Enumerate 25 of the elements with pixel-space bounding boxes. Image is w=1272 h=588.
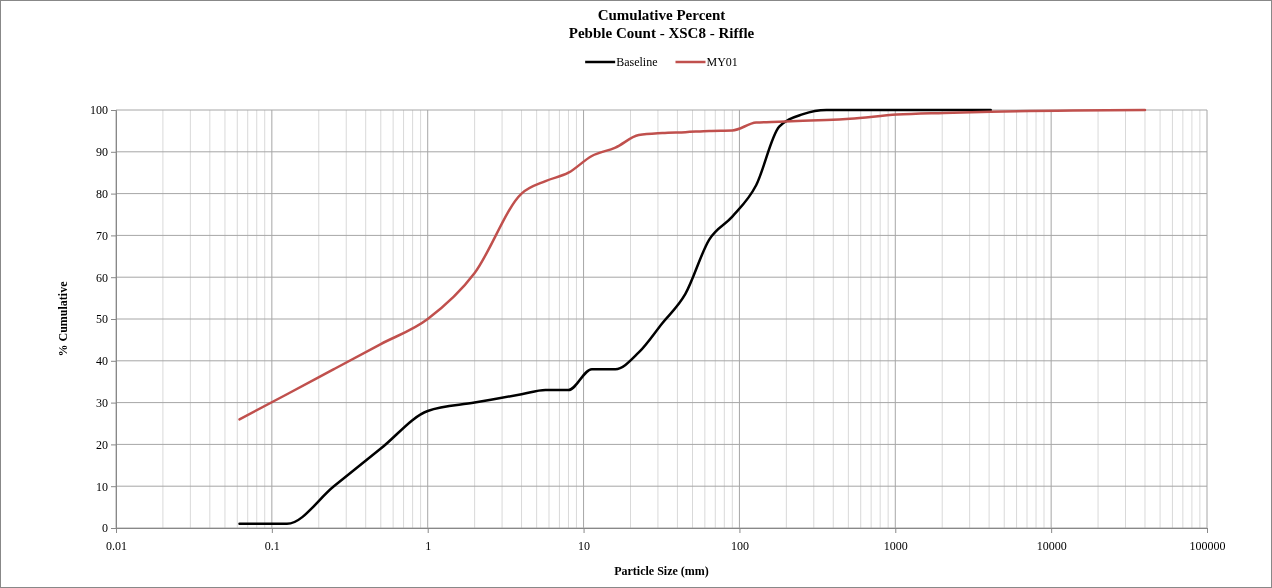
y-tick-label: 10: [96, 479, 108, 494]
x-tick-label: 100000: [1189, 539, 1226, 554]
chart-title: Cumulative Percent: [597, 7, 726, 23]
y-tick-label: 50: [96, 312, 108, 327]
y-tick-label: 100: [90, 103, 108, 118]
x-tick-label: 1000: [883, 539, 908, 554]
y-tick-label: 80: [96, 186, 108, 201]
x-axis-title: Particle Size (mm): [614, 564, 709, 578]
chart-subtitle: Pebble Count - XSC8 - Riffle: [568, 25, 755, 41]
y-tick-label: 60: [96, 270, 108, 285]
x-tick-label: 0.1: [264, 539, 280, 554]
y-tick-label: 0: [102, 521, 108, 536]
y-axis-title: % Cumulative: [56, 280, 70, 357]
x-tick-label: 10000: [1036, 539, 1067, 554]
y-tick-label: 30: [96, 395, 108, 410]
y-tick-label: 40: [96, 354, 108, 369]
legend-label: Baseline: [616, 55, 658, 69]
y-tick-label: 90: [96, 145, 108, 160]
y-tick-label: 20: [96, 437, 108, 452]
x-tick-label: 0.01: [106, 539, 127, 554]
x-tick-label: 1: [425, 539, 432, 554]
legend-label: MY01: [706, 55, 738, 69]
y-tick-label: 70: [96, 228, 108, 243]
x-tick-label: 10: [578, 539, 591, 554]
x-tick-label: 100: [730, 539, 749, 554]
